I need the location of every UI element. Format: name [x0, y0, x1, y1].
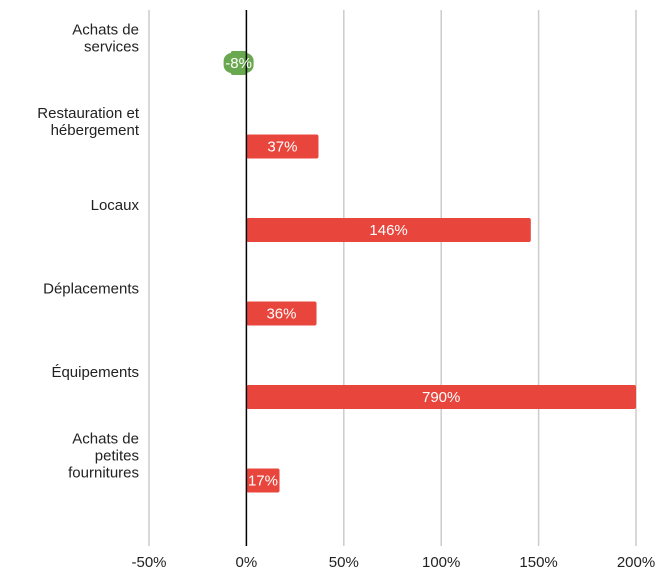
- bar-value-label: 17%: [248, 473, 278, 490]
- bar: [246, 301, 317, 326]
- category-label: Déplacements: [43, 281, 139, 298]
- grid-lines: [148, 10, 637, 546]
- bar-label-background: [247, 470, 278, 491]
- x-tick-label: 150%: [519, 554, 557, 570]
- category-label: Locaux: [91, 197, 140, 214]
- bar-value-label: 146%: [369, 222, 407, 239]
- category-label: Achats de services: [72, 22, 139, 56]
- bar-value-label: 37%: [267, 139, 297, 156]
- bar: [246, 385, 636, 409]
- bar: [246, 218, 531, 242]
- x-tick-label: 100%: [422, 554, 460, 570]
- x-tick-labels: -50% 0% 50% 100% 150% 200%: [131, 554, 655, 570]
- bar: [246, 134, 319, 159]
- category-label: Restauration et hébergement: [37, 105, 140, 139]
- category-label: Équipements: [51, 364, 139, 381]
- bar-value-label: -8%: [225, 55, 252, 72]
- x-tick-label: 200%: [617, 554, 655, 570]
- x-tick-label: 50%: [329, 554, 359, 570]
- category-labels: Achats de services Restauration et hébergem…: [37, 22, 140, 482]
- x-tick-label: -50%: [131, 554, 166, 570]
- bars: [223, 51, 636, 493]
- bar-value-label: 36%: [266, 306, 296, 323]
- x-tick-label: 0%: [236, 554, 258, 570]
- category-label: Achats de petites fournitures: [68, 431, 139, 482]
- value-labels: -8% 37% 146% 36% 790% 17%: [225, 55, 460, 490]
- bar-value-label: 790%: [422, 389, 460, 406]
